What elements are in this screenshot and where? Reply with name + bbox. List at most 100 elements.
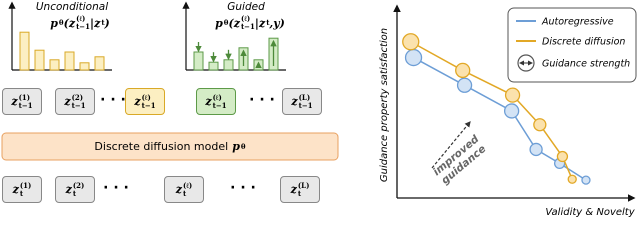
math-base: p bbox=[232, 140, 240, 153]
math-base: ( bbox=[228, 16, 234, 30]
point bbox=[529, 142, 543, 157]
math-base: z bbox=[94, 16, 101, 30]
token: z (1) t−1 bbox=[2, 88, 42, 115]
y-axis-label: Guidance property satisfaction bbox=[379, 28, 390, 182]
math-sup: (2) bbox=[72, 180, 85, 190]
point bbox=[402, 33, 420, 51]
legend-label: Autoregressive bbox=[541, 17, 614, 28]
point bbox=[456, 77, 473, 93]
x-axis-label: Validity & Novelty bbox=[545, 207, 635, 218]
math-sub: t−1 bbox=[240, 22, 255, 31]
ellipsis: · · · bbox=[249, 92, 275, 108]
math-base: z bbox=[233, 16, 240, 30]
probability-bar bbox=[193, 51, 204, 71]
math-sub: t−1 bbox=[76, 22, 91, 31]
math-sub: t−1 bbox=[141, 100, 156, 110]
legend-label: Discrete diffusion bbox=[542, 37, 625, 48]
math-scripts: θ bbox=[59, 19, 64, 27]
point bbox=[533, 118, 547, 132]
math-scripts: (2) t bbox=[72, 180, 85, 198]
math-base: z bbox=[134, 95, 141, 108]
figure-graphics: Validity & Novelty Guidance property sati… bbox=[1, 1, 637, 218]
math-base: p bbox=[215, 16, 223, 30]
probability-bar bbox=[79, 62, 90, 71]
math-sup: (1) bbox=[19, 180, 32, 190]
math-base: y bbox=[273, 16, 280, 30]
token: z (ℓ) t−1 bbox=[196, 88, 236, 115]
probability-bar bbox=[223, 59, 234, 71]
math-sup: (ℓ) bbox=[76, 14, 86, 23]
model-name: Discrete diffusion model bbox=[94, 140, 229, 153]
math-base: ( bbox=[63, 16, 69, 30]
token: z (1) t bbox=[2, 176, 42, 203]
probability-bar bbox=[34, 49, 45, 71]
math-base: | bbox=[254, 16, 259, 30]
math-sup: (L) bbox=[297, 180, 310, 190]
math-sub: t bbox=[183, 188, 187, 198]
math-base: z bbox=[175, 183, 182, 196]
math-sub: θ bbox=[58, 18, 64, 27]
math-base: ) bbox=[279, 16, 285, 30]
math-scripts: θ bbox=[224, 19, 229, 27]
math-base: z bbox=[12, 183, 19, 196]
probability-bar bbox=[64, 51, 75, 71]
point bbox=[556, 150, 569, 163]
math-sup: (ℓ) bbox=[141, 92, 151, 102]
math-sub: t bbox=[297, 188, 302, 198]
math-base: z bbox=[64, 95, 71, 108]
math-sup: (ℓ) bbox=[183, 180, 193, 190]
panel-title: Unconditional bbox=[35, 1, 109, 13]
math-base: , bbox=[269, 16, 274, 30]
model-label: Discrete diffusion model p θ bbox=[2, 133, 338, 160]
math-scripts: (ℓ) t−1 bbox=[241, 15, 255, 31]
formula: p θ(z (ℓ) t−1 | z t) bbox=[15, 12, 145, 34]
math-sub: t−1 bbox=[212, 100, 227, 110]
probability-bar bbox=[94, 56, 105, 71]
probability-bar bbox=[49, 59, 60, 71]
legend-box bbox=[507, 7, 637, 83]
model-box bbox=[1, 132, 339, 161]
token: z (ℓ) t−1 bbox=[125, 88, 165, 115]
token: z (2) t bbox=[55, 176, 95, 203]
math-sup: (ℓ) bbox=[212, 92, 222, 102]
math-sub: t bbox=[19, 188, 24, 198]
math-scripts: (ℓ) t−1 bbox=[141, 92, 156, 110]
token: z (2) t−1 bbox=[55, 88, 95, 115]
math-sup: (L) bbox=[298, 92, 311, 102]
math-sup: (1) bbox=[18, 92, 31, 102]
math-sub: t−1 bbox=[298, 100, 313, 110]
math-base: ) bbox=[104, 16, 110, 30]
math-base: z bbox=[258, 16, 266, 30]
math-scripts: (L) t bbox=[297, 180, 310, 198]
point bbox=[503, 103, 520, 119]
math-base: p bbox=[50, 16, 58, 30]
point bbox=[504, 87, 521, 103]
math-base: z bbox=[205, 95, 212, 108]
math-scripts: (ℓ) t−1 bbox=[76, 15, 90, 31]
math-scripts: t bbox=[101, 19, 104, 27]
token: z (L) t−1 bbox=[282, 88, 322, 115]
ellipsis: · · · bbox=[100, 92, 126, 108]
math-sub: t−1 bbox=[18, 100, 33, 110]
math-base: z bbox=[11, 95, 18, 108]
math-sub: t bbox=[266, 18, 270, 27]
math-base: z bbox=[290, 183, 297, 196]
math-scripts: (ℓ) t bbox=[183, 180, 193, 198]
math-scripts: (1) t−1 bbox=[18, 92, 33, 110]
ellipsis: · · · bbox=[230, 180, 256, 196]
math-scripts: (L) t−1 bbox=[298, 92, 313, 110]
probability-bar bbox=[208, 61, 219, 71]
math-sub: t bbox=[101, 18, 105, 27]
point bbox=[567, 174, 577, 184]
math-scripts: t bbox=[266, 19, 269, 27]
token: z (L) t bbox=[280, 176, 320, 203]
point bbox=[404, 48, 423, 67]
math-scripts: θ bbox=[240, 141, 246, 151]
math-sub: θ bbox=[240, 141, 246, 151]
math-sup: (2) bbox=[71, 92, 84, 102]
annotation: improvedguidance bbox=[431, 133, 490, 188]
ellipsis: · · · bbox=[103, 180, 129, 196]
math-base: | bbox=[90, 16, 95, 30]
